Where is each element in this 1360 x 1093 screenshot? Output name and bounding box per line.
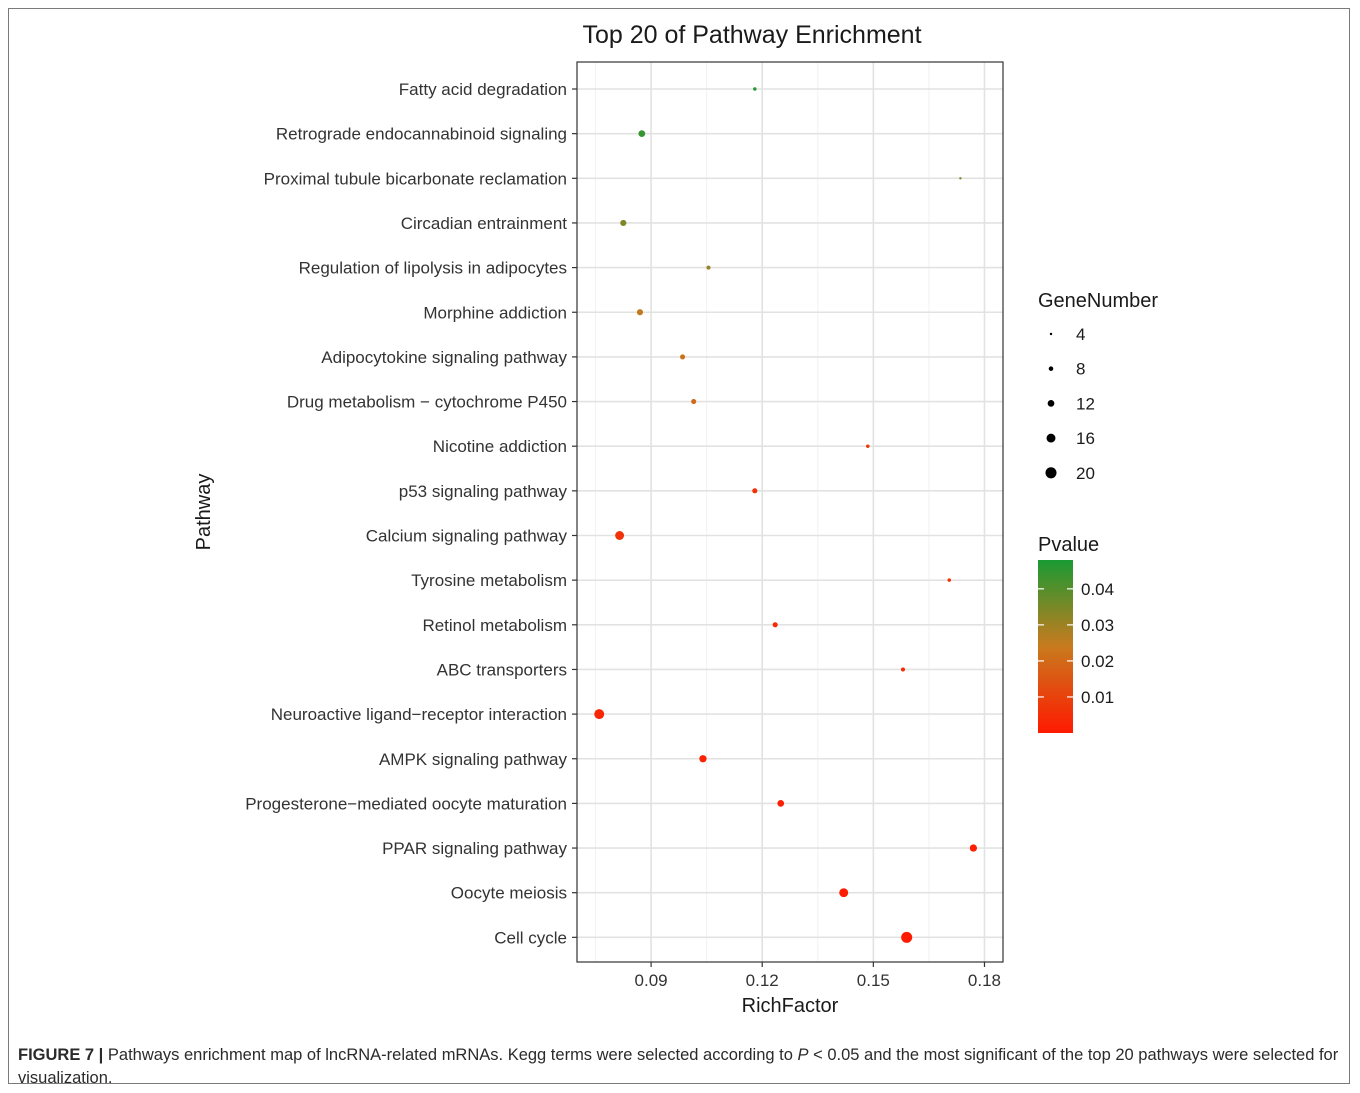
size-legend-dot (1049, 332, 1053, 336)
y-tick-label: Oocyte meiosis (451, 884, 567, 903)
y-tick-label: Nicotine addiction (433, 437, 567, 456)
caption-label: FIGURE 7 | (18, 1046, 104, 1064)
size-legend-label: 16 (1076, 429, 1095, 448)
size-legend-dot (1046, 433, 1056, 443)
y-tick-label: Retrograde endocannabinoid signaling (276, 125, 567, 144)
color-legend-label: 0.01 (1081, 688, 1114, 707)
y-tick-label: Fatty acid degradation (399, 80, 567, 99)
data-point (615, 531, 625, 540)
x-tick-label: 0.15 (857, 971, 890, 990)
y-tick-label: Regulation of lipolysis in adipocytes (299, 259, 567, 278)
y-tick-label: Circadian entrainment (401, 214, 568, 233)
y-tick-label: Retinol metabolism (422, 616, 567, 635)
caption-p-symbol: P (797, 1046, 809, 1064)
x-axis-label: RichFactor (742, 995, 839, 1017)
color-legend-label: 0.03 (1081, 616, 1114, 635)
data-point (839, 888, 849, 898)
size-legend-title: GeneNumber (1038, 290, 1158, 312)
data-point (752, 488, 758, 494)
y-tick-label: AMPK signaling pathway (379, 750, 568, 769)
data-point (900, 667, 905, 672)
size-legend-label: 4 (1076, 325, 1085, 344)
data-point (753, 87, 757, 91)
color-legend-label: 0.02 (1081, 652, 1114, 671)
x-tick-label: 0.12 (746, 971, 779, 990)
y-tick-label: p53 signaling pathway (399, 482, 568, 501)
caption-text-2: < 0.05 and the most significant of the t… (18, 1046, 1339, 1087)
data-point (866, 444, 870, 448)
data-point (969, 844, 977, 852)
size-legend-label: 20 (1076, 464, 1095, 483)
x-tick-label: 0.09 (635, 971, 668, 990)
y-tick-label: Adipocytokine signaling pathway (321, 348, 567, 367)
data-point (594, 709, 605, 720)
legend-area: GeneNumber Pvalue 4 8 12 16 20 0.04 0.03 0.02 0.… (1038, 290, 1158, 733)
x-tick-label: 0.18 (968, 971, 1001, 990)
size-legend-dot (1047, 400, 1055, 407)
size-legend-dot (1045, 467, 1057, 479)
data-point (620, 219, 627, 227)
y-tick-label: Progesterone−mediated oocyte maturation (245, 794, 567, 813)
color-legend-title: Pvalue (1038, 534, 1099, 556)
data-point (706, 265, 711, 270)
data-point (777, 800, 785, 807)
data-point (947, 578, 952, 582)
chart-title: Top 20 of Pathway Enrichment (582, 21, 921, 49)
caption-text-1: Pathways enrichment map of lncRNA-relate… (103, 1046, 798, 1064)
y-tick-label: ABC transporters (437, 660, 567, 679)
size-legend-label: 12 (1076, 394, 1095, 413)
size-legend-label: 8 (1076, 360, 1085, 379)
data-point (691, 399, 697, 405)
data-point (901, 931, 913, 943)
data-point (636, 309, 644, 316)
data-point (699, 755, 707, 763)
y-tick-label: Calcium signaling pathway (366, 527, 568, 546)
panel-border (576, 61, 1004, 963)
y-tick-label: Tyrosine metabolism (411, 571, 567, 590)
data-point (680, 354, 686, 360)
color-legend-gradient (1038, 560, 1073, 733)
data-point (959, 177, 962, 180)
y-tick-label: Drug metabolism − cytochrome P450 (287, 393, 567, 412)
size-legend-dot (1048, 366, 1054, 371)
data-point (638, 130, 646, 138)
y-tick-label: PPAR signaling pathway (382, 839, 567, 858)
y-axis-label: Pathway (193, 474, 215, 551)
y-tick-label: Cell cycle (494, 928, 567, 947)
color-legend-label: 0.04 (1081, 580, 1114, 599)
y-tick-label: Morphine addiction (423, 303, 567, 322)
y-tick-label: Proximal tubule bicarbonate reclamation (264, 169, 567, 188)
figure-caption: FIGURE 7 | Pathways enrichment map of ln… (18, 1044, 1346, 1090)
figure-frame (8, 8, 1350, 1084)
plot-area: Fatty acid degradation Retrograde endocan… (245, 61, 1004, 990)
data-point (772, 622, 778, 628)
y-tick-label: Neuroactive ligand−receptor interaction (271, 705, 567, 724)
